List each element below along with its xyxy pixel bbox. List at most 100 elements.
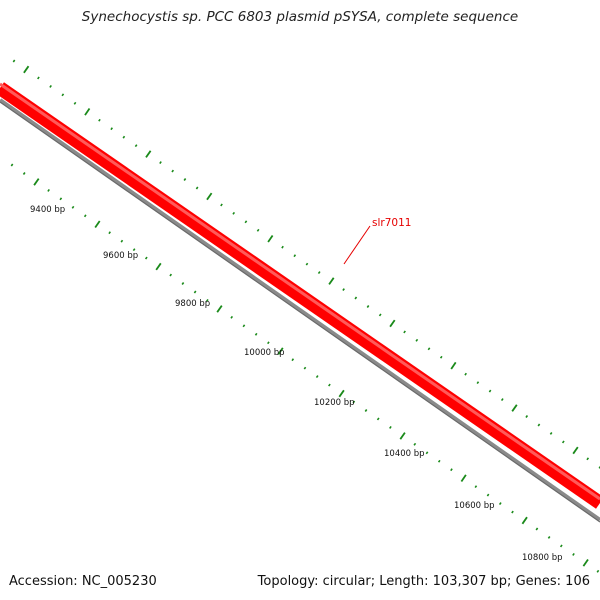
inner-minor-tick — [10, 163, 14, 167]
inner-minor-tick — [193, 290, 197, 294]
inner-minor-tick — [413, 442, 417, 446]
inner-major-tick — [338, 389, 345, 398]
inner-minor-tick — [205, 298, 209, 302]
backbone-gray-strand-shade — [0, 101, 600, 523]
outer-minor-tick — [366, 305, 370, 308]
outer-minor-tick — [37, 76, 40, 80]
outer-minor-tick — [122, 135, 126, 139]
inner-minor-tick — [572, 552, 575, 556]
outer-minor-tick — [439, 355, 443, 359]
sequence-summary: Topology: circular; Length: 103,307 bp; … — [258, 574, 590, 589]
inner-minor-tick — [328, 383, 331, 387]
outer-major-tick — [450, 361, 457, 370]
inner-minor-tick — [59, 197, 63, 201]
inner-major-tick — [582, 558, 589, 567]
outer-major-tick — [389, 319, 396, 328]
backbone-gray-strand — [0, 98, 600, 522]
inner-minor-tick — [315, 375, 319, 379]
outer-minor-tick — [134, 144, 138, 148]
outer-minor-tick — [415, 338, 419, 342]
outer-minor-tick — [427, 347, 431, 351]
map-title: Synechocystis sp. PCC 6803 plasmid pSYSA… — [81, 9, 519, 25]
outer-minor-tick — [220, 203, 223, 207]
inner-minor-tick — [267, 341, 270, 345]
outer-minor-tick — [354, 296, 358, 300]
tick-label: 10800 bp — [522, 553, 563, 563]
tick-label-group: 9400 bp 9600 bp 9800 bp 10000 bp 10200 bp 104… — [30, 205, 563, 563]
outer-minor-tick — [12, 59, 16, 63]
inner-minor-tick — [83, 214, 87, 218]
outer-minor-tick — [342, 288, 345, 291]
inner-major-tick — [521, 516, 528, 525]
outer-major-tick — [511, 404, 518, 412]
inner-minor-tick — [498, 502, 502, 506]
inner-minor-tick — [47, 188, 50, 192]
accession-label: Accession: NC_005230 — [9, 574, 157, 589]
inner-tick-track — [10, 163, 600, 573]
inner-major-tick — [216, 305, 223, 313]
inner-minor-tick — [181, 282, 185, 285]
inner-major-tick — [460, 474, 467, 483]
outer-minor-tick — [488, 389, 492, 393]
outer-minor-tick — [73, 101, 77, 105]
outer-minor-tick — [537, 423, 541, 427]
inner-minor-tick — [242, 324, 246, 328]
inner-minor-tick — [474, 485, 478, 489]
inner-minor-tick — [389, 425, 392, 429]
gene-callout-slr7011[interactable]: slr7011 — [343, 217, 411, 265]
outer-minor-tick — [464, 372, 467, 376]
outer-minor-tick — [549, 432, 553, 435]
outer-minor-tick — [195, 186, 199, 190]
backbone-red-strand-highlight — [0, 82, 600, 501]
outer-minor-tick — [110, 127, 113, 131]
outer-minor-tick — [281, 245, 284, 249]
inner-minor-tick — [169, 273, 173, 277]
outer-minor-tick — [61, 93, 65, 97]
inner-minor-tick — [230, 315, 234, 319]
inner-major-tick — [155, 262, 162, 271]
tick-label: 9800 bp — [175, 299, 210, 309]
inner-minor-tick — [425, 451, 429, 455]
outer-minor-tick — [500, 398, 504, 402]
outer-minor-tick — [232, 211, 236, 215]
inner-minor-tick — [376, 417, 380, 421]
outer-minor-tick — [293, 254, 297, 258]
inner-minor-tick — [22, 172, 26, 175]
length-label: Length: 103,307 bp; — [379, 574, 512, 589]
tick-label: 10000 bp — [244, 348, 285, 358]
outer-minor-tick — [244, 220, 248, 224]
inner-minor-tick — [144, 256, 148, 260]
inner-minor-tick — [352, 400, 356, 404]
outer-minor-tick — [98, 118, 101, 122]
inner-minor-tick — [303, 366, 307, 370]
outer-major-tick — [267, 234, 274, 243]
outer-minor-tick — [49, 84, 52, 88]
outer-minor-tick — [561, 440, 565, 444]
inner-major-tick — [33, 178, 40, 186]
backbone-red-strand — [0, 82, 600, 509]
inner-minor-tick — [559, 544, 563, 548]
outer-major-tick — [145, 150, 152, 158]
inner-minor-tick — [450, 468, 453, 472]
inner-minor-tick — [486, 493, 490, 497]
outer-minor-tick — [525, 415, 529, 418]
outer-minor-tick — [378, 313, 382, 317]
outer-minor-tick — [403, 330, 406, 334]
outer-minor-tick — [476, 381, 480, 385]
outer-minor-tick — [317, 271, 321, 275]
inner-major-tick — [277, 347, 284, 356]
inner-minor-tick — [437, 459, 441, 463]
inner-minor-tick — [535, 527, 539, 531]
outer-minor-tick — [183, 178, 187, 181]
tick-label: 10600 bp — [454, 501, 495, 511]
outer-major-tick — [572, 446, 579, 455]
tick-label: 9600 bp — [103, 251, 138, 261]
outer-major-tick — [84, 107, 91, 116]
inner-major-tick — [94, 220, 101, 229]
gene-callout-line — [343, 225, 371, 265]
inner-minor-tick — [254, 332, 258, 336]
tick-label: 10200 bp — [314, 398, 355, 408]
inner-minor-tick — [511, 510, 514, 514]
sequence-backbone — [0, 82, 600, 523]
